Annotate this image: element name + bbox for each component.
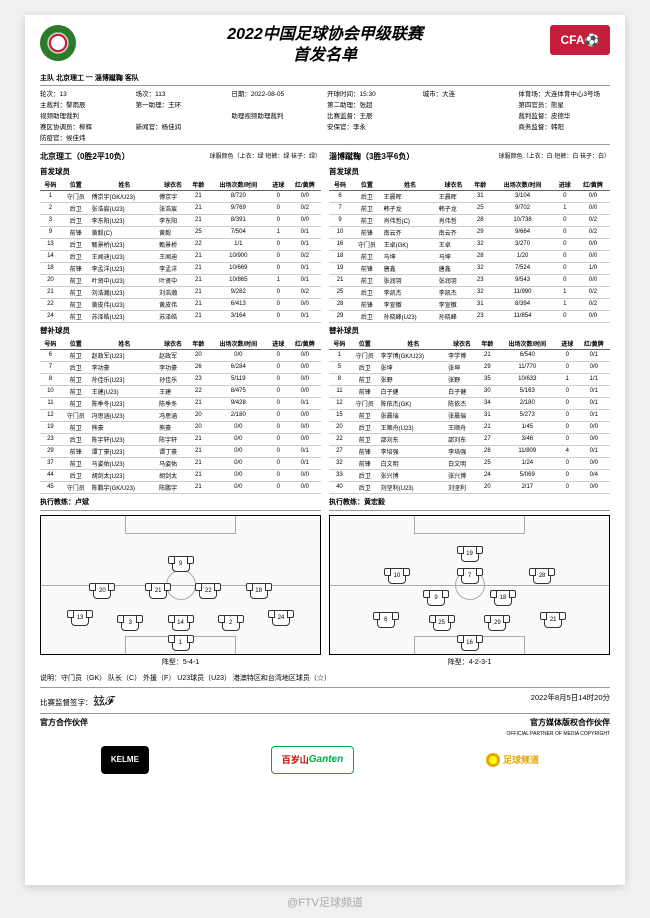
table-row: 6前卫赵政军(U23)赵政军200/000/0: [40, 349, 321, 361]
table-row: 11前卫陈季冬(U23)陈季冬219/42800/1: [40, 397, 321, 409]
table-row: 13后卫甄景桥(U23)甄景桥221/100/1: [40, 238, 321, 250]
jersey-icon: 9: [427, 590, 445, 606]
partner-titles: 官方合作伙伴 官方媒体版权合作伙伴OFFICIAL PARTNER OF MED…: [40, 714, 610, 740]
formations: 113314224202122189 阵型：5-4-1 166252921918…: [40, 515, 610, 669]
table-row: 11前锋白子健白子健305/16300/1: [329, 385, 610, 397]
match-info: 轮次：13 场次：113 日期：2022-08-05 开球时间：15:30 城市…: [40, 86, 610, 145]
table-row: 20后卫王顺舟(U23)王顺舟211/4500/0: [329, 421, 610, 433]
table-row: 45守门员陈鹏宇(GK/U23)陈鹏宇210/000/0: [40, 481, 321, 493]
jersey-icon: 13: [71, 610, 89, 626]
table-row: 29后卫孙晓峰(U23)孙晓峰2311/85400/0: [329, 310, 610, 322]
ganten-logo: 百岁山 Ganten: [271, 746, 354, 774]
ftv-logo: 足球频道: [476, 746, 549, 774]
table-row: 9前锋黄毅(C)黄毅257/50410/1: [40, 226, 321, 238]
table-row: 7前卫韩子龙韩子龙259/70210/0: [329, 202, 610, 214]
table-row: 22前卫黄皮伟(U23)黄皮伟216/41300/0: [40, 298, 321, 310]
jersey-icon: 18: [494, 590, 512, 606]
table-row: 16守门员王卓(GK)王卓323/27000/0: [329, 238, 610, 250]
table-row: 40后卫刘坚利(U23)刘坚利202/1700/0: [329, 481, 610, 493]
table-row: 6后卫王晨晖王晨晖313/10400/0: [329, 190, 610, 202]
table-row: 8前卫孙佳乐(U23)孙佳乐235/11900/0: [40, 373, 321, 385]
jersey-icon: 14: [172, 615, 190, 631]
table-row: 21前卫张润羽张润羽239/54300/0: [329, 274, 610, 286]
table-row: 1守门员傅京宇(GK/U23)傅京宇218/72000/0: [40, 190, 321, 202]
table-row: 5后卫张坤张坤2911/77000/0: [329, 361, 610, 373]
jersey-icon: 28: [533, 568, 551, 584]
jersey-icon: 20: [93, 583, 111, 599]
table-row: 22前卫邵刘东邵刘东273/4600/0: [329, 433, 610, 445]
jersey-icon: 19: [461, 546, 479, 562]
jersey-icon: 6: [377, 612, 395, 628]
away-half: 淄博蹴鞠（3胜3平6负）球服颜色（上衣：白 短裤：白 袜子：白） 首发球员 号码…: [329, 149, 610, 511]
header: CFA ⚽ 2022中国足球协会甲级联赛 首发名单: [40, 25, 610, 71]
home-starters-table: 号码位置姓名球衣名年龄出场次数/时间进球红/黄牌1守门员傅京宇(GK/U23)傅…: [40, 179, 321, 323]
home-subs-table: 号码位置姓名球衣名年龄出场次数/时间进球红/黄牌6前卫赵政军(U23)赵政军20…: [40, 338, 321, 494]
cfa-badge: CFA ⚽: [550, 25, 610, 55]
table-row: 25后卫李凯杰李凯杰3211/99010/2: [329, 286, 610, 298]
table-row: 12守门员陈依杰(GK)陈依杰342/18000/1: [329, 397, 610, 409]
signature-row: 比赛监督签字：玆𝓕 2022年8月5日14时20分: [40, 688, 610, 714]
cfa-logo-icon: [40, 25, 76, 61]
table-row: 19前卫熊豪熊豪200/000/0: [40, 421, 321, 433]
table-row: 37前卫马姿佑(U23)马姿佑210/000/1: [40, 457, 321, 469]
table-row: 10前卫王建(U23)王建228/47500/0: [40, 385, 321, 397]
table-row: 24前卫苏泽皓(U23)苏泽皓213/16400/1: [40, 310, 321, 322]
jersey-icon: 24: [272, 610, 290, 626]
table-row: 21前卫刘浩瀚(U23)刘浩瀚219/28200/2: [40, 286, 321, 298]
watermark: @FTV足球频道: [287, 894, 363, 910]
jersey-icon: 16: [461, 635, 479, 651]
title-line1: 2022中国足球协会甲级联赛: [40, 25, 610, 46]
partners: KELME 百岁山 Ganten 足球频道: [40, 740, 610, 780]
notes: 说明：守门员（GK） 队长（C） 外援（F） U23球员（U23） 港澳特区和台…: [40, 669, 610, 688]
home-pitch: 1 13 3 14 2 24 20 21 22 18 9: [40, 515, 321, 655]
jersey-icon: 7: [461, 568, 479, 584]
jersey-icon: 25: [433, 615, 451, 631]
jersey-icon: 21: [149, 583, 167, 599]
table-row: 27前锋李培强李培强2811/80940/1: [329, 445, 610, 457]
table-row: 18前卫马坤马坤281/2000/0: [329, 250, 610, 262]
table-row: 28前锋李宣徽李宣徽318/39410/2: [329, 298, 610, 310]
away-subs-table: 号码位置姓名球衣名年龄出场次数/时间进球红/黄牌1守门员李学博(GK/U23)李…: [329, 338, 610, 494]
table-row: 33后卫张兴博张兴博245/06900/4: [329, 469, 610, 481]
kelme-logo: KELME: [101, 746, 149, 774]
title-line2: 首发名单: [40, 46, 610, 67]
table-row: 23后卫陈宇轩(U23)陈宇轩210/000/0: [40, 433, 321, 445]
table-row: 15前卫张晨瑞张晨瑞315/27300/1: [329, 409, 610, 421]
table-row: 12守门员冯思涵(U23)冯思涵202/18000/0: [40, 409, 321, 421]
jersey-icon: 10: [388, 568, 406, 584]
jersey-icon: 18: [250, 583, 268, 599]
table-row: 7后卫李功豪李功豪266/28400/0: [40, 361, 321, 373]
rosters: 北京理工（0胜2平10负）球服颜色（上衣：绿 短裤：绿 袜子：绿） 首发球员 号…: [40, 149, 610, 511]
table-row: 1守门员李学博(GK/U23)李学博216/54000/1: [329, 349, 610, 361]
table-row: 19前锋唐鑫唐鑫327/52401/0: [329, 262, 610, 274]
jersey-icon: 9: [172, 556, 190, 572]
away-pitch: 16 6 25 29 21 9 18 10 7 28 19: [329, 515, 610, 655]
table-row: 10前锋南云齐南云齐299/66400/2: [329, 226, 610, 238]
table-row: 9前卫肖伟哲(C)肖伟哲2810/73800/2: [329, 214, 610, 226]
jersey-icon: 1: [172, 635, 190, 651]
away-starters-table: 号码位置姓名球衣名年龄出场次数/时间进球红/黄牌6后卫王晨晖王晨晖313/104…: [329, 179, 610, 323]
teams-line: 主队 北京理工 — 淄博蹴鞠 客队: [40, 71, 610, 86]
jersey-icon: 22: [199, 583, 217, 599]
jersey-icon: 29: [488, 615, 506, 631]
table-row: 44后卫胡剑太(U23)胡剑太210/000/0: [40, 469, 321, 481]
table-row: 3后卫李东阳(U23)李东阳218/39100/0: [40, 214, 321, 226]
table-row: 8前卫张野张野3510/63311/1: [329, 373, 610, 385]
match-sheet: CFA ⚽ 2022中国足球协会甲级联赛 首发名单 主队 北京理工 — 淄博蹴鞠…: [25, 15, 625, 885]
table-row: 32前锋白文明白文明251/2400/0: [329, 457, 610, 469]
jersey-icon: 2: [222, 615, 240, 631]
table-row: 18前锋李孟洋(U23)李孟洋2110/66900/1: [40, 262, 321, 274]
table-row: 29前锋谭丁豪(U23)谭丁豪210/000/1: [40, 445, 321, 457]
table-row: 14后卫王闻迪(U23)王闻迪2110/90000/2: [40, 250, 321, 262]
jersey-icon: 3: [121, 615, 139, 631]
jersey-icon: 21: [544, 612, 562, 628]
table-row: 20前卫叶贤中(U23)叶贤中2110/86510/1: [40, 274, 321, 286]
table-row: 2后卫张浩宸(U23)张浩宸219/76900/2: [40, 202, 321, 214]
home-half: 北京理工（0胜2平10负）球服颜色（上衣：绿 短裤：绿 袜子：绿） 首发球员 号…: [40, 149, 321, 511]
